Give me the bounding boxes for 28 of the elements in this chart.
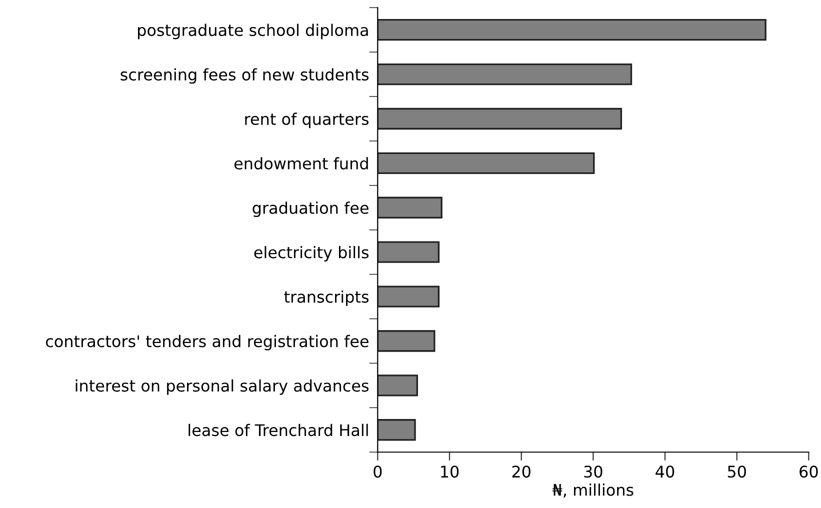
- y-tick-label: electricity bills: [254, 246, 369, 262]
- x-tick-label: 20: [512, 466, 530, 478]
- bar: [378, 196, 442, 218]
- y-tick-label: interest on personal salary advances: [76, 379, 369, 395]
- y-tick-label: graduation fee: [252, 202, 368, 218]
- y-tick-label: postgraduate school diploma: [138, 24, 368, 40]
- x-tick-label: 50: [728, 466, 746, 478]
- x-tick-label: 0: [374, 466, 382, 478]
- x-tick-label: 10: [441, 466, 459, 478]
- y-tick-label: endowment fund: [234, 157, 368, 170]
- y-tick-label: transcripts: [284, 290, 369, 306]
- x-tick-label: 30: [584, 466, 602, 478]
- y-tick-label: screening fees of new students: [120, 68, 369, 84]
- y-tick-label: lease of Trenchard Hall: [188, 424, 368, 436]
- bar: [378, 108, 622, 130]
- x-axis-title: ₦, millions: [552, 484, 634, 498]
- bar: [378, 330, 436, 352]
- bar: [378, 374, 418, 396]
- y-tick-label: contractors' tenders and registration fee: [46, 334, 368, 350]
- bar: [378, 63, 632, 86]
- bar: [378, 286, 440, 308]
- y-tick-label: rent of quarters: [245, 112, 369, 128]
- bar: [378, 419, 416, 441]
- x-tick-label: 40: [656, 466, 674, 478]
- x-tick-label: 60: [800, 466, 818, 478]
- bar: [378, 152, 595, 174]
- bar: [378, 19, 766, 41]
- bar: [378, 241, 440, 263]
